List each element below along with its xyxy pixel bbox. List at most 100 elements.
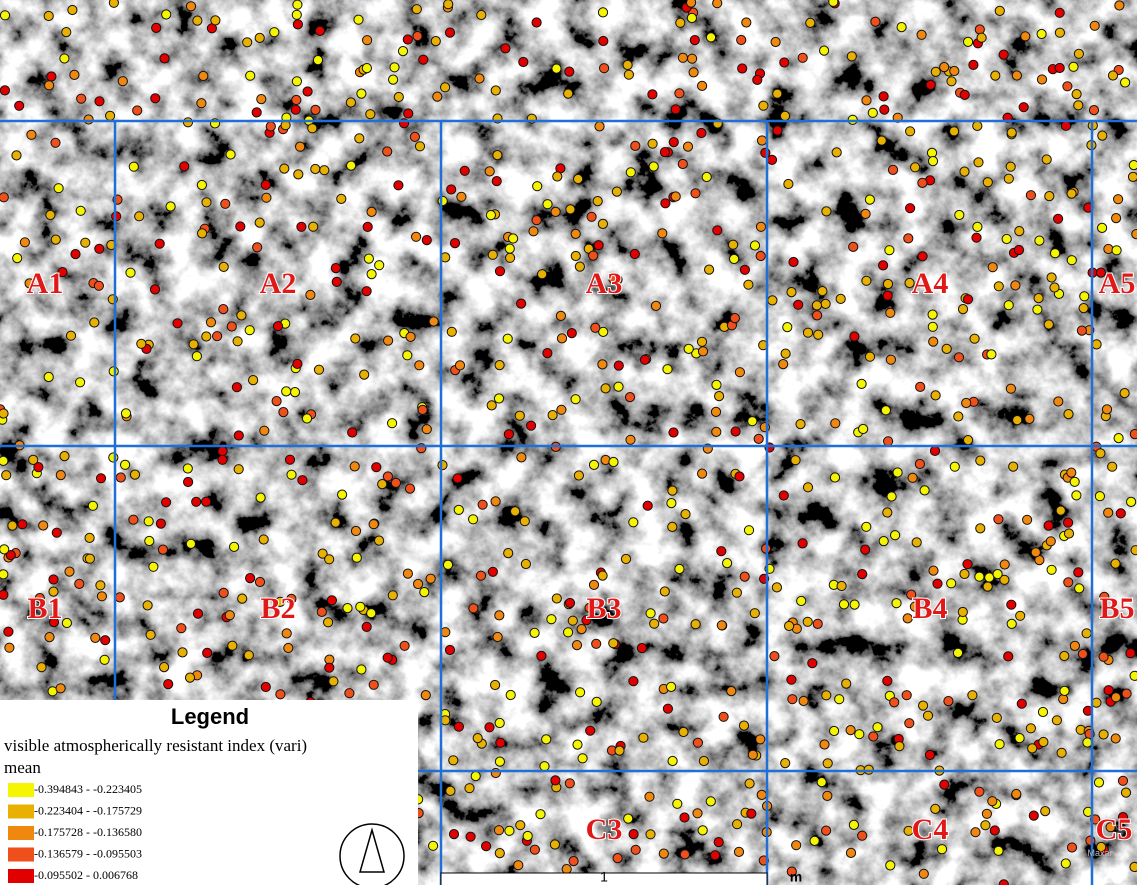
- legend-swatch: [8, 783, 34, 797]
- point: [302, 414, 311, 423]
- point: [129, 162, 138, 171]
- point: [469, 515, 478, 524]
- point: [338, 490, 347, 499]
- point: [813, 311, 822, 320]
- point: [178, 648, 187, 657]
- point: [567, 329, 576, 338]
- point: [711, 851, 720, 860]
- point: [495, 267, 504, 276]
- point: [822, 207, 831, 216]
- point: [928, 322, 937, 331]
- point: [905, 719, 914, 728]
- point: [429, 317, 438, 326]
- point: [930, 446, 939, 455]
- point: [693, 738, 702, 747]
- point: [976, 456, 985, 465]
- point: [631, 845, 640, 854]
- point: [565, 779, 574, 788]
- point: [992, 713, 1001, 722]
- point: [445, 645, 454, 654]
- legend-swatch: [8, 869, 34, 883]
- point: [364, 254, 373, 263]
- point: [983, 582, 992, 591]
- point: [454, 505, 463, 514]
- point: [298, 476, 307, 485]
- point: [311, 164, 320, 173]
- point: [1012, 71, 1021, 80]
- point: [975, 787, 984, 796]
- point: [831, 419, 840, 428]
- point: [510, 507, 519, 516]
- point: [931, 67, 940, 76]
- point: [1111, 559, 1120, 568]
- point: [85, 533, 94, 542]
- point: [1099, 730, 1108, 739]
- point: [519, 57, 528, 66]
- point: [542, 735, 551, 744]
- point: [865, 195, 874, 204]
- point: [960, 167, 969, 176]
- point: [389, 75, 398, 84]
- point: [1104, 508, 1113, 517]
- point: [861, 545, 870, 554]
- point: [369, 520, 378, 529]
- point: [199, 71, 208, 80]
- legend-class-label: -0.175728 - -0.136580: [34, 825, 142, 839]
- point: [598, 360, 607, 369]
- point: [505, 826, 514, 835]
- point: [259, 535, 268, 544]
- point: [400, 641, 409, 650]
- point: [779, 491, 788, 500]
- point: [1004, 652, 1013, 661]
- point: [238, 594, 247, 603]
- point: [211, 16, 220, 25]
- point: [660, 587, 669, 596]
- point: [317, 607, 326, 616]
- point: [506, 690, 515, 699]
- point: [575, 262, 584, 271]
- point: [504, 549, 513, 558]
- point: [565, 598, 574, 607]
- cell-label: A5: [1099, 267, 1136, 300]
- point: [1028, 744, 1037, 753]
- point: [734, 847, 743, 856]
- point: [789, 257, 798, 266]
- point: [1023, 515, 1032, 524]
- point: [71, 250, 80, 259]
- point: [744, 280, 753, 289]
- point: [51, 235, 60, 244]
- point: [508, 234, 517, 243]
- point: [0, 193, 8, 202]
- point: [919, 869, 928, 878]
- point: [0, 570, 8, 579]
- point: [532, 18, 541, 27]
- point: [698, 826, 707, 835]
- point: [735, 472, 744, 481]
- point: [478, 500, 487, 509]
- point: [759, 101, 768, 110]
- point: [1127, 497, 1136, 506]
- point: [390, 63, 399, 72]
- point: [469, 604, 478, 613]
- point: [740, 265, 749, 274]
- point: [44, 11, 53, 20]
- point: [438, 461, 447, 470]
- point: [673, 799, 682, 808]
- point: [783, 323, 792, 332]
- point: [1096, 449, 1105, 458]
- point: [121, 409, 130, 418]
- point: [475, 74, 484, 83]
- point: [372, 463, 381, 472]
- point: [868, 108, 877, 117]
- point: [1112, 214, 1121, 223]
- point: [650, 619, 659, 628]
- point: [690, 36, 699, 45]
- point: [13, 254, 22, 263]
- point: [537, 651, 546, 660]
- point: [964, 37, 973, 46]
- point: [95, 244, 104, 253]
- point: [503, 334, 512, 343]
- point: [599, 36, 608, 45]
- point: [730, 314, 739, 323]
- point: [1034, 294, 1043, 303]
